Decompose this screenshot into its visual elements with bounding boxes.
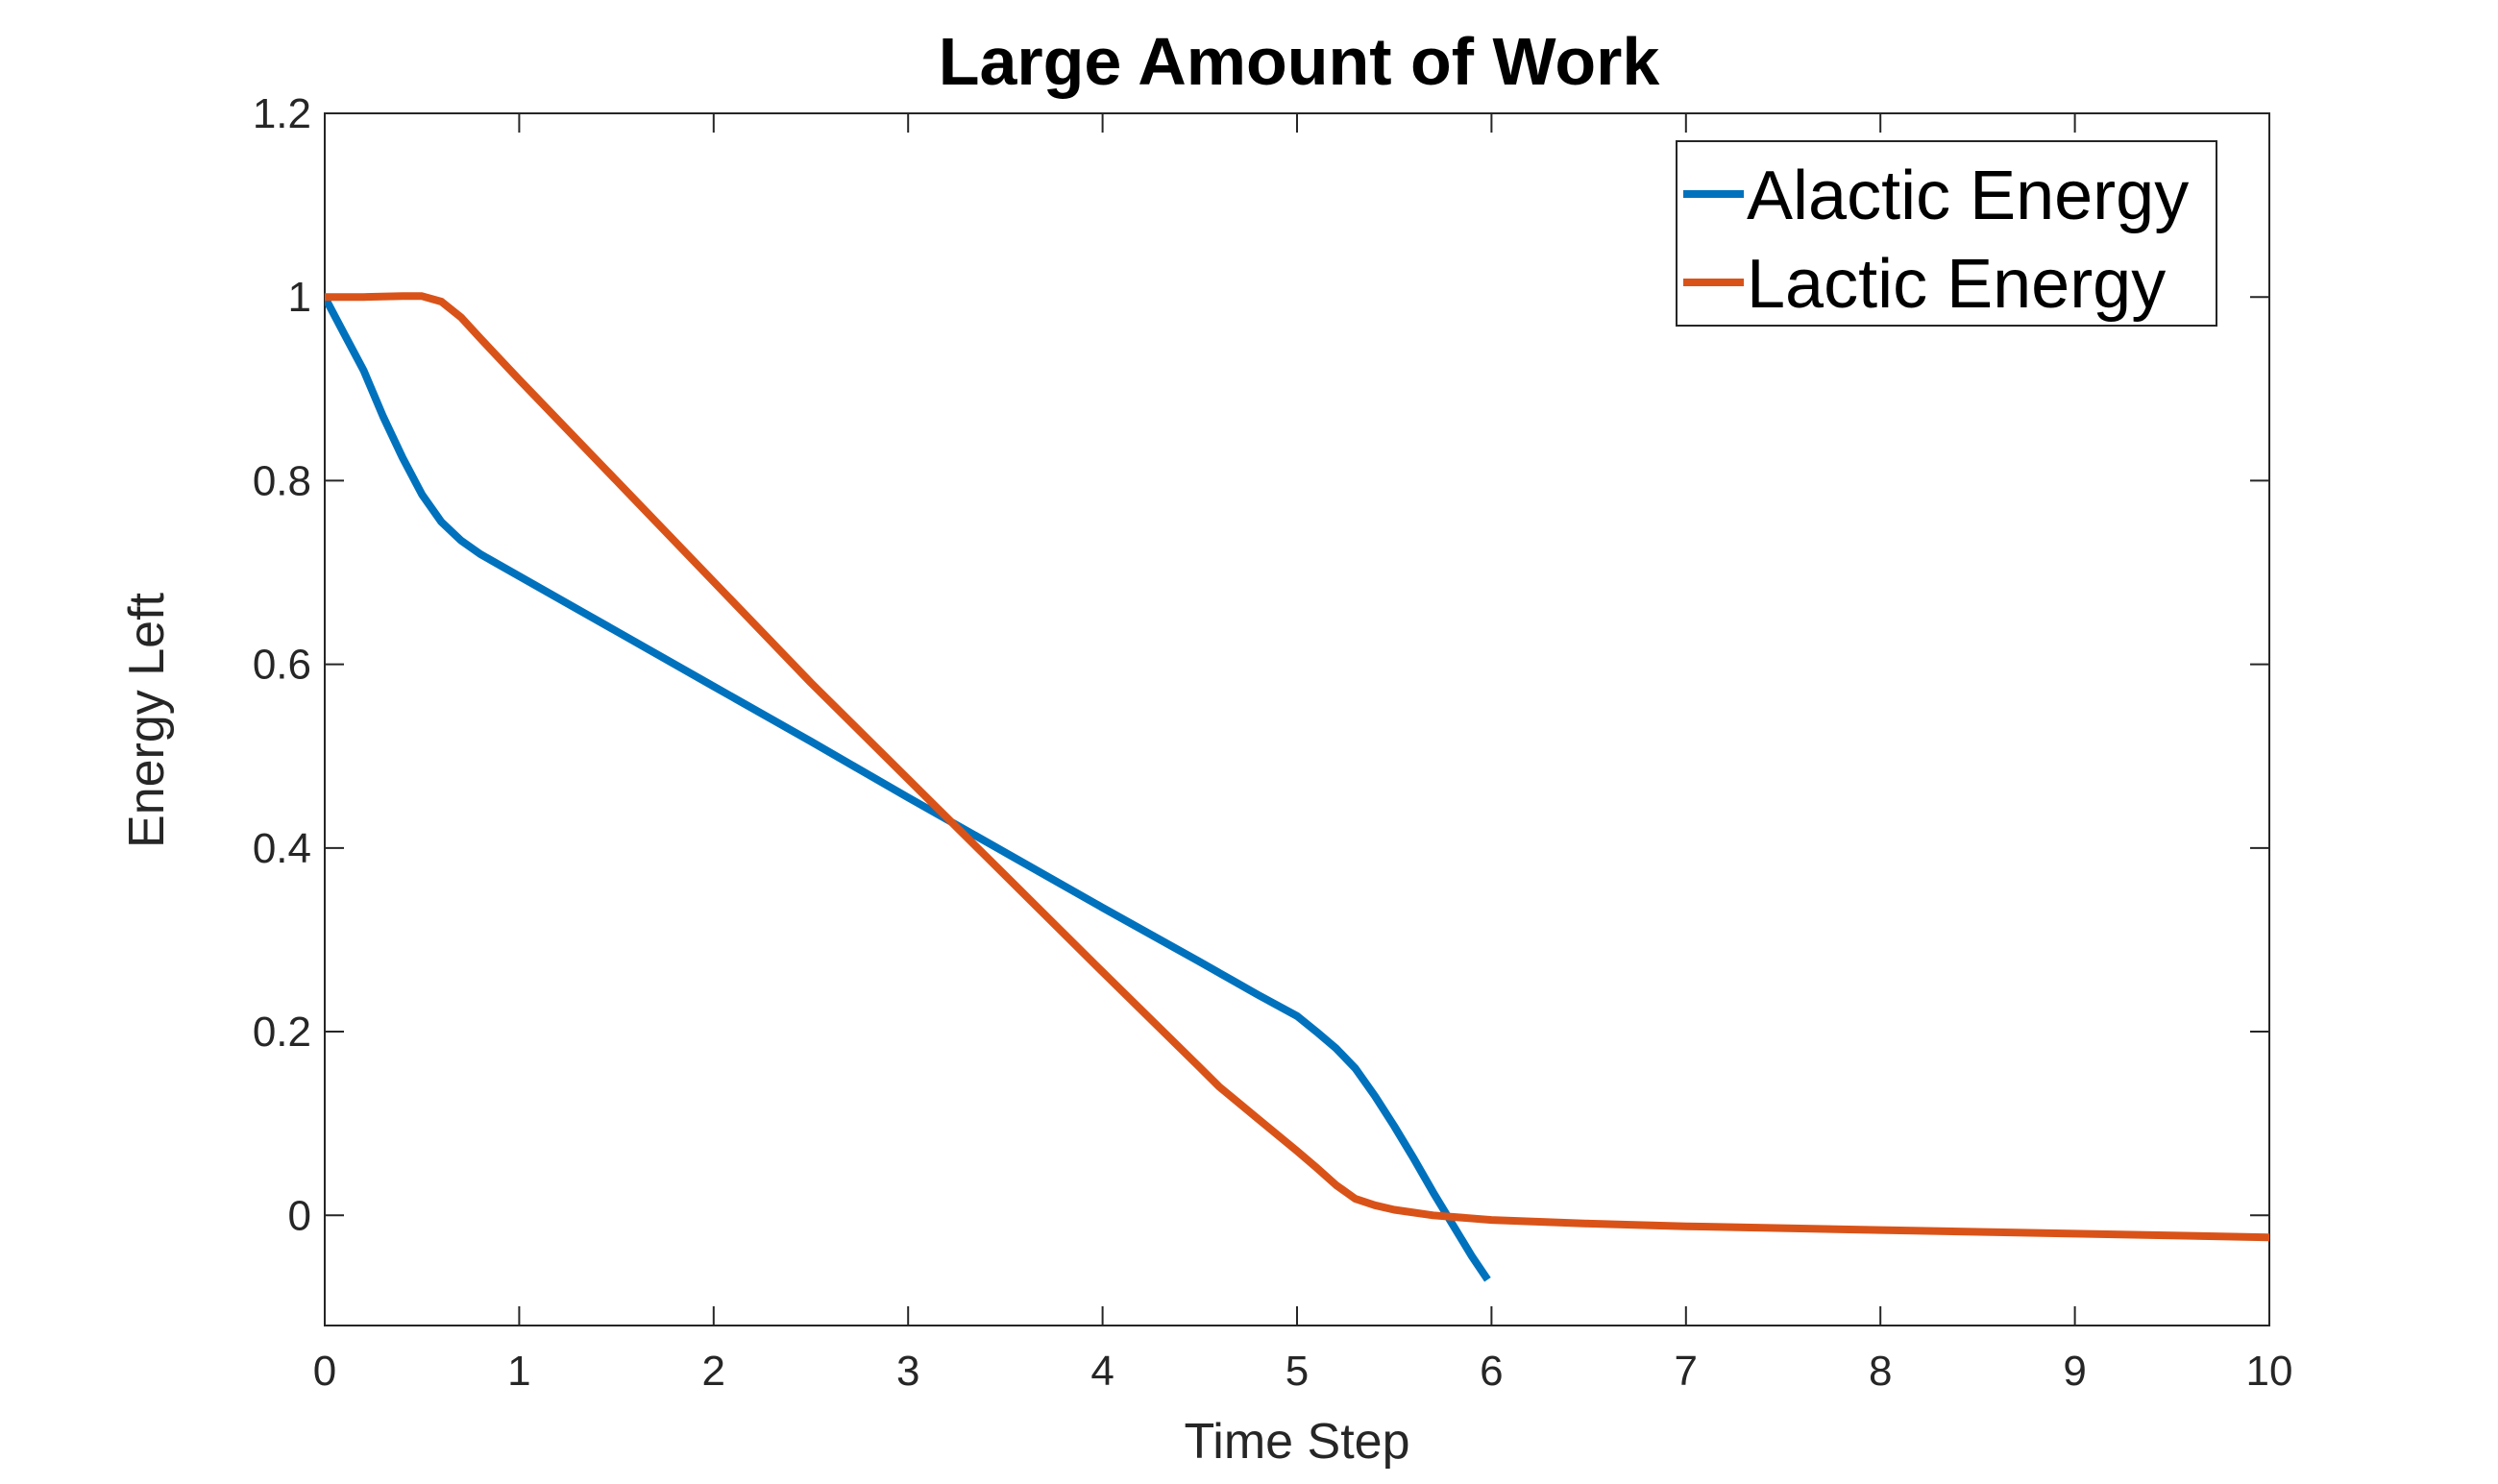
- x-tick-label: 7: [1675, 1348, 1698, 1395]
- x-tick-label: 2: [702, 1348, 725, 1395]
- y-tick-label: 0.8: [253, 457, 311, 504]
- x-tick-label: 10: [2246, 1348, 2293, 1395]
- y-axis: 0 0.2 0.4 0.6 0.8 1 1.2: [253, 90, 2269, 1239]
- series-line-1: [325, 295, 1491, 1282]
- y-axis-label: Energy Left: [119, 592, 175, 847]
- series-line-2: [325, 292, 2269, 1242]
- series-layer: [325, 292, 2269, 1282]
- legend-label-2: Lactic Energy: [1747, 246, 2166, 323]
- y-tick-label: 0.2: [253, 1009, 311, 1056]
- x-tick-label: 1: [507, 1348, 530, 1395]
- legend-label-1: Alactic Energy: [1747, 158, 2189, 234]
- x-tick-label: 4: [1090, 1348, 1114, 1395]
- x-tick-label: 3: [896, 1348, 919, 1395]
- x-tick-label: 9: [2063, 1348, 2086, 1395]
- legend-box: [1676, 140, 2217, 327]
- x-axis-label: Time Step: [1184, 1414, 1409, 1470]
- y-tick-label: 1: [288, 274, 311, 321]
- x-tick-label: 6: [1480, 1348, 1503, 1395]
- y-tick-label: 1.2: [253, 90, 311, 137]
- plot-area: 0 1 2 3 4 5 6 7 8 9 10 0 0.2 0.4 0.6 0.8 1 1.2: [253, 90, 2293, 1395]
- y-tick-label: 0.4: [253, 825, 311, 872]
- y-tick-label: 0.6: [253, 642, 311, 689]
- chart-title: Large Amount of Work: [939, 24, 1660, 99]
- y-tick-label: 0: [288, 1192, 311, 1239]
- legend: Alactic Energy Lactic Energy: [1676, 140, 2217, 327]
- x-tick-label: 5: [1286, 1348, 1309, 1395]
- x-tick-label: 0: [313, 1348, 336, 1395]
- x-tick-label: 8: [1869, 1348, 1892, 1395]
- x-axis: 0 1 2 3 4 5 6 7 8 9 10: [313, 113, 2293, 1395]
